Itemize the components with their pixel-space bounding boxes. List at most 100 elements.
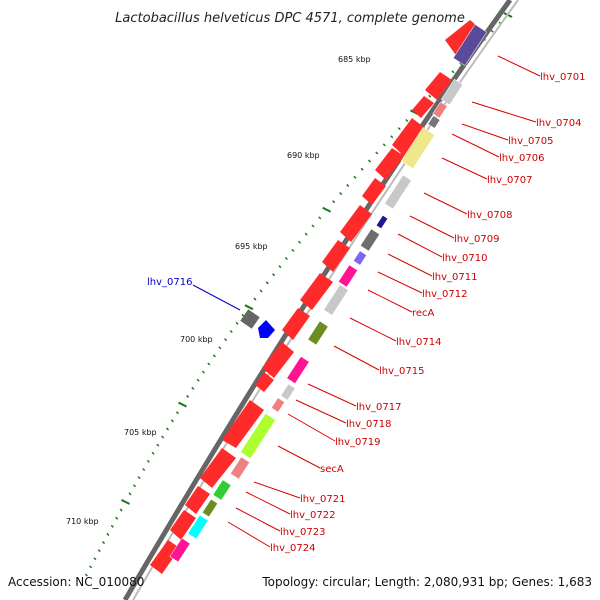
ruler-tick	[119, 508, 123, 512]
ruler-tick	[121, 499, 130, 505]
ruler-tick	[224, 338, 228, 342]
gene-arrow	[255, 372, 274, 392]
leader-line	[253, 481, 301, 499]
ruler-tick	[244, 304, 254, 311]
ruler-tick	[382, 143, 386, 147]
ruler-tick	[165, 427, 170, 431]
ruler-tick	[106, 532, 110, 536]
leader-line	[471, 101, 537, 123]
gene-arrow	[322, 240, 350, 272]
ruler-tick	[360, 167, 364, 171]
label-lhv-0717: lhv_0717	[356, 402, 401, 413]
label-lhv-0708: lhv_0708	[467, 210, 512, 221]
ruler-tick	[390, 135, 394, 139]
gene-lhv-0718	[271, 397, 285, 413]
gene-arrow	[170, 510, 196, 540]
ruler-tick	[272, 273, 276, 277]
gene-lhv-0716: lhv_0716	[147, 277, 275, 338]
label-lhv-0706: lhv_0706	[499, 153, 544, 164]
ruler-tick	[89, 565, 93, 569]
ruler-label: 705 kbp	[124, 428, 157, 437]
ruler-tick	[490, 29, 494, 33]
ruler-tick	[178, 401, 187, 408]
ruler-tick	[196, 378, 200, 382]
ruler-label: 700 kbp	[180, 335, 213, 344]
ruler-tick	[235, 321, 239, 325]
leader-line	[377, 271, 423, 294]
label-lhv-0701: lhv_0701	[540, 72, 585, 83]
gene-lhv-0723	[187, 514, 209, 540]
label-lhv-0721: lhv_0721	[300, 494, 345, 505]
leader-line	[245, 491, 291, 515]
ruler-tick	[115, 516, 119, 520]
ruler-tick	[428, 94, 432, 98]
label-seca: secA	[320, 464, 344, 475]
gene-lhv-0724	[169, 537, 191, 563]
leader-line	[497, 55, 541, 77]
ruler-tick	[304, 232, 308, 236]
label-lhv-0716: lhv_0716	[147, 277, 192, 288]
label-lhv-0723: lhv_0723	[280, 527, 325, 538]
gene-lhv-0707	[400, 127, 436, 169]
gene-lhv-0716-arrow	[258, 320, 275, 338]
gene-arrow	[185, 486, 210, 514]
gene-lhv-0711	[353, 250, 367, 266]
leader-line	[387, 253, 433, 277]
leader-line	[333, 345, 380, 371]
gene-arrow	[340, 205, 372, 242]
gene-arrow	[425, 72, 452, 100]
ruler-tick	[259, 289, 263, 293]
map-title: Lactobacillus helveticus DPC 4571, compl…	[115, 11, 465, 26]
label-lhv-0707: lhv_0707	[487, 175, 532, 186]
ruler-tick	[229, 329, 233, 334]
gene-lhv-0717	[280, 383, 296, 401]
gene-labels: lhv_0701 lhv_0704 lhv_0705 lhv_0706 lhv_0707…	[227, 55, 585, 554]
ruler-tick	[218, 346, 222, 350]
ruler-tick	[278, 265, 282, 269]
ruler-tick	[212, 354, 216, 358]
ruler-tick	[253, 297, 257, 301]
ruler-tick	[128, 492, 132, 496]
gene-arrow	[150, 540, 180, 574]
label-lhv-0709: lhv_0709	[454, 234, 499, 245]
gene-arrow	[412, 96, 434, 118]
leader-line	[397, 233, 443, 258]
label-lhv-0712: lhv_0712	[422, 289, 467, 300]
ruler-tick	[170, 419, 174, 423]
gene-lhv-0715-neighbor	[240, 309, 260, 329]
ruler-tick	[133, 484, 137, 488]
label-lhv-0715: lhv_0715	[379, 366, 424, 377]
ruler-tick	[375, 151, 379, 155]
leader-line	[409, 215, 455, 239]
ruler-tick	[84, 573, 88, 577]
gene-lhv-0709	[375, 214, 389, 230]
gene-arrow	[300, 273, 333, 310]
ruler-tick	[397, 127, 401, 131]
ruler-tick	[137, 476, 141, 480]
leader-line	[423, 192, 468, 215]
ruler-label: 685 kbp	[338, 55, 371, 64]
ruler-tick	[405, 118, 409, 123]
ruler-tick	[156, 443, 160, 447]
gene-arrow	[200, 448, 236, 488]
gene-lhv-0706	[427, 115, 441, 129]
ruler-label: 690 kbp	[287, 151, 320, 160]
gene-arrow	[375, 148, 404, 180]
leader-line	[277, 445, 321, 469]
ruler-tick	[346, 183, 350, 187]
ruler-labels: 685 kbp 690 kbp 695 kbp 700 kbp 705 kbp 710 k…	[66, 55, 371, 526]
label-lhv-0714: lhv_0714	[396, 337, 441, 348]
leader-line	[367, 289, 413, 313]
ruler-tick	[297, 240, 302, 244]
gene-lhv-0701	[452, 24, 488, 66]
label-lhv-0711: lhv_0711	[432, 272, 477, 283]
leader-line	[451, 133, 500, 158]
label-lhv-0718: lhv_0718	[346, 419, 391, 430]
accession: Accession: NC_010080	[8, 575, 144, 589]
ruler-tick	[207, 362, 211, 366]
ruler-label: 710 kbp	[66, 517, 99, 526]
leader-line	[235, 507, 281, 532]
gene-reca	[323, 284, 349, 316]
gene-lhv-0721	[212, 479, 232, 501]
leader-lhv-0716	[192, 284, 241, 311]
